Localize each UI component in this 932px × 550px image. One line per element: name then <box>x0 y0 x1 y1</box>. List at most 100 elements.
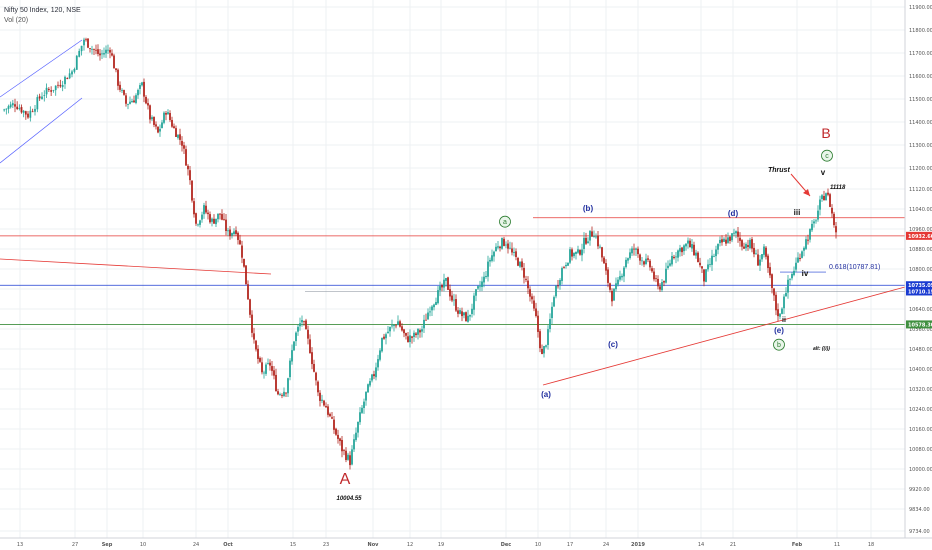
candle-body <box>689 240 691 248</box>
candle-body <box>729 236 731 241</box>
candle-body <box>329 413 331 417</box>
candle-body <box>395 325 397 327</box>
candle-body <box>543 346 545 354</box>
candle-body <box>459 310 461 314</box>
candle-body <box>50 90 53 92</box>
candle-body <box>795 262 797 270</box>
candle-body <box>7 106 10 109</box>
candle-body <box>693 244 695 256</box>
candle-body <box>493 251 495 257</box>
candle-body <box>3 109 6 111</box>
candle-body <box>105 49 107 54</box>
candle-body <box>653 271 655 280</box>
candle-body <box>677 250 679 258</box>
candle-body <box>739 237 741 241</box>
candle-body <box>173 126 175 129</box>
candle-body <box>495 246 497 252</box>
price-tag-label: 10578.30 <box>908 322 932 328</box>
candle-body <box>711 255 713 265</box>
candle-body <box>709 264 711 265</box>
candle-body <box>365 391 367 401</box>
candle-body <box>609 283 611 290</box>
candle-body <box>539 331 541 349</box>
time-tick-label: 2019 <box>631 542 645 548</box>
channel-lower <box>0 97 83 164</box>
time-tick-label: 18 <box>868 542 874 548</box>
candle-body <box>517 257 519 266</box>
candle-body <box>339 438 341 442</box>
candle-body <box>741 240 743 247</box>
volume-indicator-label[interactable]: Vol (20) <box>4 17 29 24</box>
candle-body <box>735 231 737 234</box>
candle-body <box>831 207 833 214</box>
candle-body <box>427 312 429 320</box>
price-tick-label: 10800.00 <box>909 267 932 273</box>
candle-body <box>435 302 437 305</box>
candle-body <box>237 232 239 240</box>
candle-body <box>767 255 769 269</box>
candle-body <box>733 232 735 234</box>
candle-body <box>155 124 157 127</box>
candle-body <box>579 250 581 255</box>
candle-body <box>633 248 635 250</box>
candle-body <box>38 96 41 99</box>
candle-body <box>515 251 517 258</box>
candle-body <box>725 239 727 244</box>
candle-body <box>363 401 365 409</box>
candle-body <box>36 97 39 110</box>
candle-body <box>577 249 579 253</box>
candle-body <box>745 244 747 249</box>
candle-body <box>165 113 167 115</box>
candle-body <box>439 286 441 291</box>
candle-body <box>489 259 491 262</box>
candle-body <box>149 105 151 120</box>
candle-body <box>291 350 293 362</box>
price-tick-label: 10320.00 <box>909 387 932 393</box>
candle-body <box>553 297 555 307</box>
candle-body <box>785 292 787 297</box>
candle-body <box>445 278 447 281</box>
symbol-title[interactable]: Nifty 50 Index, 120, NSE <box>4 7 81 14</box>
candle-body <box>499 246 501 249</box>
grid <box>0 0 905 538</box>
time-axis[interactable]: 13 27 Sep 10 24 Oct 15 23 Nov 12 19 Dec 10 17 24 2019 14… <box>17 542 874 548</box>
candle-body <box>759 259 761 266</box>
candle-body <box>659 286 661 290</box>
candle-body <box>321 399 323 401</box>
candle-body <box>615 283 617 290</box>
candle-body <box>109 50 111 53</box>
descending-trendline <box>0 258 272 275</box>
candle-body <box>597 235 599 247</box>
channel-upper <box>0 39 83 98</box>
candle-body <box>749 239 751 249</box>
candle-body <box>68 73 71 79</box>
price-tag-box <box>906 281 932 290</box>
wave-label: 10004.55 <box>336 496 362 502</box>
candle-body <box>345 450 347 461</box>
candle-body <box>43 95 46 96</box>
candle-body <box>787 279 789 293</box>
price-axis[interactable]: 11900.00 11800.00 11700.00 11600.00 11500.00… <box>906 5 932 535</box>
candle-body <box>673 256 675 259</box>
candle-body <box>491 255 493 261</box>
candle-body <box>533 300 535 309</box>
candle-body <box>599 246 601 248</box>
candle-body <box>443 279 445 288</box>
candle-body <box>657 278 659 287</box>
candle-body <box>497 246 499 248</box>
candle-body <box>89 48 91 49</box>
candle-body <box>595 236 597 238</box>
candle-body <box>567 262 569 266</box>
candle-body <box>119 84 121 90</box>
candle-body <box>181 141 183 146</box>
price-tick-label: 11500.00 <box>909 97 932 103</box>
time-tick-label: 13 <box>17 542 23 548</box>
candle-body <box>331 417 333 419</box>
candle-body <box>97 49 99 54</box>
candle-body <box>161 122 163 129</box>
candle-body <box>641 260 643 262</box>
candle-body <box>151 117 153 120</box>
candle-body <box>283 391 285 397</box>
candle-body <box>193 201 195 215</box>
